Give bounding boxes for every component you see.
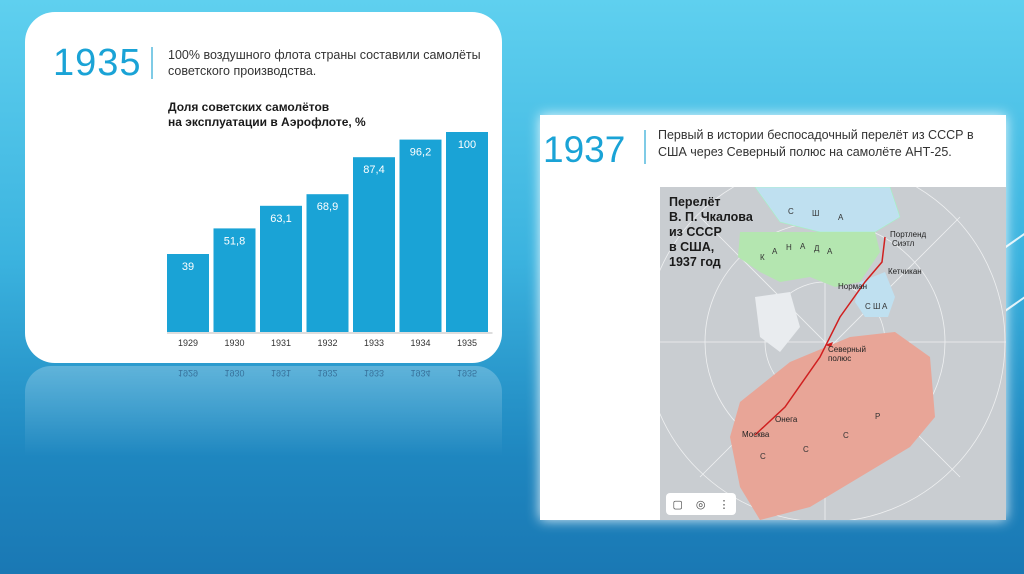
reflected-tick-label: 1933	[364, 368, 384, 378]
map-letter: Р	[875, 412, 881, 421]
bar	[446, 132, 488, 332]
bar-value-label: 68,9	[317, 201, 338, 213]
map-letter: А	[800, 242, 806, 251]
chart-title: Доля советских самолётов на эксплуатации…	[168, 100, 468, 130]
bar-value-label: 87,4	[363, 164, 384, 176]
bar	[306, 194, 349, 332]
description-text: Первый в истории беспосадочный перелёт и…	[658, 128, 974, 159]
map-label-north-pole: Северный полюс	[828, 345, 866, 363]
map-label-norman: Норман	[838, 282, 868, 291]
bar	[213, 228, 256, 332]
map-letter: С	[843, 431, 849, 440]
map-letter: А	[838, 213, 844, 222]
map-title: Перелёт В. П. Чкалова из СССР в США, 193…	[669, 195, 753, 269]
x-tick-label: 1931	[271, 338, 291, 348]
bookmark-icon[interactable]: ▢	[672, 498, 683, 511]
map-letter: А	[827, 247, 833, 256]
map-letter: А	[772, 247, 778, 256]
map-letter: Ш	[812, 209, 820, 218]
map-letter: К	[760, 253, 765, 262]
x-tick-label: 1930	[224, 338, 244, 348]
map-label-moscow: Москва	[742, 430, 770, 439]
bar	[353, 157, 395, 332]
chart-title-line2: на эксплуатации в Аэрофлоте, %	[168, 115, 366, 129]
divider	[644, 130, 646, 164]
reflected-tick-label: 1935	[457, 368, 477, 378]
reflected-tick-label: 1934	[410, 368, 430, 378]
bar-chart: 39 1929 51,8 1930 63,1 1931 68,9 1932 87,4 1933 96…	[167, 132, 493, 348]
x-tick-label: 1932	[317, 338, 337, 348]
map-label-onega: Онега	[775, 415, 798, 424]
card-reflection: 1929 1930 1931 1932 1933 1934 1935	[25, 366, 502, 456]
reflected-year-labels: 1929 1930 1931 1932 1933 1934 1935	[178, 368, 477, 378]
bar-value-label: 51,8	[224, 235, 245, 247]
bar-value-label: 100	[458, 139, 476, 151]
slide-card-1935: 1935 100% воздушного флота страны состав…	[25, 12, 502, 363]
year-heading: 1935	[53, 42, 142, 84]
reflected-tick-label: 1932	[317, 368, 337, 378]
map-letter: С	[803, 445, 809, 454]
map-graphic	[660, 187, 1006, 520]
divider	[151, 47, 153, 79]
chart-title-line1: Доля советских самолётов	[168, 100, 330, 114]
reflected-tick-label: 1931	[271, 368, 291, 378]
map-letter: С	[788, 207, 794, 216]
bar-value-label: 63,1	[270, 213, 291, 225]
map-letter: С	[760, 452, 766, 461]
bar	[399, 139, 442, 332]
map-label-portland: Портленд	[890, 230, 927, 239]
map-letter: Д	[814, 244, 820, 253]
bar-value-label: 39	[182, 261, 194, 273]
description-text: 100% воздушного флота страны составили с…	[168, 48, 481, 78]
x-tick-label: 1933	[364, 338, 384, 348]
bar-value-label: 96,2	[410, 147, 431, 159]
flight-map: Перелёт В. П. Чкалова из СССР в США, 193…	[660, 187, 1006, 520]
map-letter: Н	[786, 243, 792, 252]
map-letter: Ш	[873, 302, 881, 311]
map-letter: С	[865, 302, 871, 311]
x-tick-label: 1934	[410, 338, 430, 348]
lens-icon[interactable]: ◎	[695, 498, 706, 511]
slide-card-1937: 1937 Первый в истории беспосадочный пере…	[540, 115, 1006, 520]
bar	[167, 254, 209, 332]
map-label-seattle: Сиэтл	[892, 239, 915, 248]
more-icon[interactable]: ⋮	[718, 498, 730, 511]
reflected-tick-label: 1930	[224, 368, 244, 378]
bar	[260, 205, 302, 332]
map-label-ketchikan: Кетчикан	[888, 267, 922, 276]
x-tick-label: 1929	[178, 338, 198, 348]
reflected-tick-label: 1929	[178, 368, 198, 378]
map-letter: А	[882, 302, 888, 311]
year-heading: 1937	[543, 129, 626, 170]
x-tick-label: 1935	[457, 338, 477, 348]
image-toolbar: ▢ ◎ ⋮	[666, 493, 736, 515]
